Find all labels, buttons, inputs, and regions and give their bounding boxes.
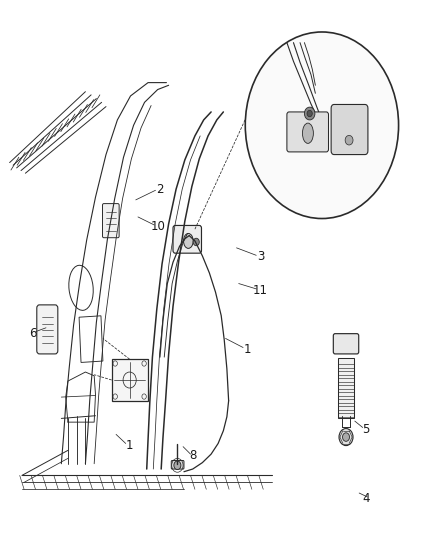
Circle shape — [339, 429, 353, 446]
Text: 5: 5 — [362, 423, 369, 435]
Bar — [79, 316, 103, 362]
FancyBboxPatch shape — [37, 305, 58, 354]
Text: 4: 4 — [362, 492, 370, 505]
Text: 6: 6 — [29, 327, 37, 340]
Circle shape — [304, 107, 315, 120]
Text: 3: 3 — [257, 251, 264, 263]
Text: 1: 1 — [125, 439, 133, 451]
Circle shape — [345, 135, 353, 145]
Circle shape — [193, 238, 199, 246]
Bar — [338, 358, 354, 418]
Text: 2: 2 — [156, 183, 164, 196]
Text: 11: 11 — [253, 284, 268, 297]
Text: 1: 1 — [244, 343, 251, 356]
FancyBboxPatch shape — [171, 461, 184, 469]
Circle shape — [343, 433, 350, 441]
Ellipse shape — [184, 233, 193, 248]
FancyBboxPatch shape — [102, 204, 119, 238]
Circle shape — [174, 461, 181, 470]
Text: 10: 10 — [150, 220, 165, 233]
Circle shape — [307, 110, 312, 117]
Circle shape — [245, 32, 399, 219]
Text: 8: 8 — [189, 449, 196, 462]
Text: 7: 7 — [388, 148, 396, 161]
FancyBboxPatch shape — [287, 112, 328, 152]
Ellipse shape — [302, 123, 314, 143]
Circle shape — [247, 34, 397, 216]
FancyBboxPatch shape — [333, 334, 359, 354]
FancyBboxPatch shape — [112, 359, 148, 401]
FancyBboxPatch shape — [173, 225, 201, 253]
FancyBboxPatch shape — [331, 104, 368, 155]
